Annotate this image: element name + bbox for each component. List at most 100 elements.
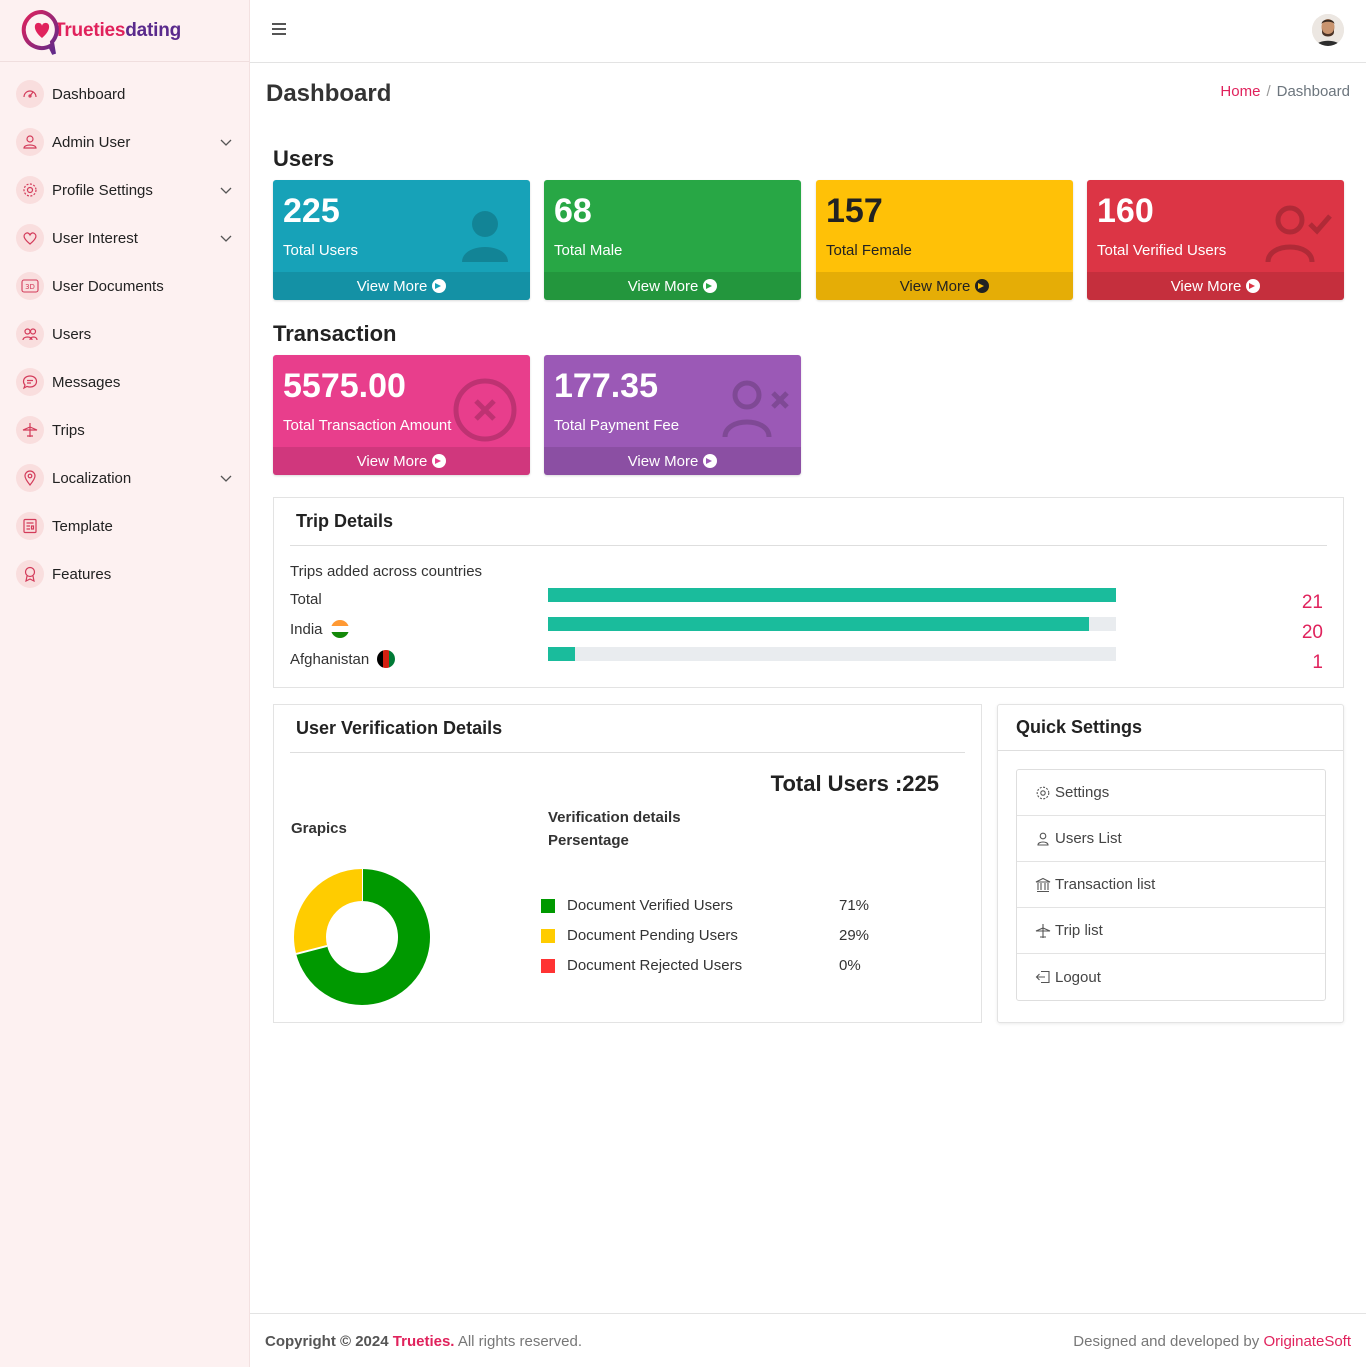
- user-x-icon: [722, 380, 789, 438]
- stat-value: 160: [1097, 192, 1154, 230]
- sidebar-item-localization[interactable]: Localization: [0, 454, 249, 502]
- donut-slice-1: [294, 869, 363, 954]
- stat-card-total-payment-fee: 177.35 Total Payment Fee View More: [544, 355, 801, 475]
- trip-details-subtitle: Trips added across countries: [290, 563, 483, 580]
- document-icon: [16, 512, 44, 540]
- legend-label: Document Rejected Users: [567, 957, 743, 974]
- stat-value: 5575.00: [283, 367, 406, 405]
- brand-name: Truetiesdating: [54, 19, 182, 41]
- transaction-section-title: Transaction: [273, 321, 397, 346]
- user-icon: [16, 128, 44, 156]
- hamburger-menu-icon[interactable]: [272, 23, 286, 39]
- india-flag-icon: [330, 620, 349, 638]
- sidebar-item-trips[interactable]: Trips: [0, 406, 249, 454]
- trip-details-card: Trip Details Trips added across countrie…: [273, 497, 1344, 688]
- sidebar-item-dashboard[interactable]: Dashboard: [0, 70, 249, 118]
- map-pin-icon: [16, 464, 44, 492]
- graphics-label: Grapics: [291, 820, 347, 837]
- avatar[interactable]: [1312, 14, 1344, 46]
- stat-label: Total Payment Fee: [554, 417, 680, 434]
- sidebar-nav: Dashboard Admin User Profile Settings Us…: [0, 62, 249, 598]
- stat-label: Total Verified Users: [1097, 242, 1227, 259]
- footer-company-link[interactable]: OriginateSoft: [1263, 1333, 1351, 1350]
- person-icon: [462, 211, 508, 262]
- stat-label: Total Transaction Amount: [283, 417, 452, 434]
- quick-settings-item-users-list[interactable]: Users List: [1017, 816, 1325, 862]
- divider: [290, 752, 965, 753]
- divider: [290, 545, 1327, 546]
- sidebar-item-profile-settings[interactable]: Profile Settings: [0, 166, 249, 214]
- stat-card-total-male: 68 Total Male View More: [544, 180, 801, 300]
- breadcrumb-current: Dashboard: [1276, 83, 1350, 100]
- view-more-verified-users-link[interactable]: View More: [1087, 272, 1344, 300]
- stat-card-total-female: 157 Total Female View More: [816, 180, 1073, 300]
- sidebar-item-label: User Documents: [52, 277, 164, 295]
- footer: Copyright © 2024 Trueties. All rights re…: [250, 1313, 1366, 1367]
- award-icon: [16, 560, 44, 588]
- sidebar-item-user-interest[interactable]: User Interest: [0, 214, 249, 262]
- divider: [998, 750, 1343, 751]
- footer-copyright: Copyright © 2024 Trueties. All rights re…: [265, 1333, 583, 1350]
- chevron-down-icon: [220, 187, 232, 194]
- arrow-circle-right-icon: [975, 279, 990, 293]
- sidebar: Truetiesdating Dashboard Admin User Prof…: [0, 0, 250, 1367]
- trip-bar-fill: [548, 647, 576, 661]
- gear-icon: [1036, 786, 1050, 799]
- view-more-total-male-link[interactable]: View More: [544, 272, 801, 300]
- stat-value: 225: [283, 192, 340, 230]
- trip-bar-fill: [548, 588, 1116, 602]
- legend-swatch: [541, 928, 555, 943]
- topbar: [250, 0, 1366, 63]
- arrow-circle-right-icon: [432, 454, 447, 468]
- view-more-payment-fee-link[interactable]: View More: [544, 447, 801, 475]
- chevron-down-icon: [220, 475, 232, 482]
- view-more-transaction-amount-link[interactable]: View More: [273, 447, 530, 475]
- arrow-circle-right-icon: [703, 454, 718, 468]
- arrow-circle-right-icon: [1246, 279, 1261, 293]
- sidebar-item-admin-user[interactable]: Admin User: [0, 118, 249, 166]
- sidebar-item-features[interactable]: Features: [0, 550, 249, 598]
- airplane-icon: [1035, 923, 1051, 938]
- quick-settings-item-settings[interactable]: Settings: [1017, 770, 1325, 816]
- sidebar-item-label: Features: [52, 565, 112, 583]
- chevron-down-icon: [220, 139, 232, 146]
- sidebar-item-label: Trips: [52, 421, 85, 439]
- stat-value: 177.35: [554, 367, 658, 405]
- trip-row-label-total: Total: [290, 591, 322, 608]
- logout-icon: [1035, 970, 1050, 984]
- quick-settings-item-transaction-list[interactable]: Transaction list: [1017, 862, 1325, 908]
- quick-settings-list: Settings Users List Transaction list Tri…: [1016, 769, 1326, 1001]
- quick-settings-item-logout[interactable]: Logout: [1017, 954, 1325, 1000]
- user-verification-title: User Verification Details: [296, 718, 503, 738]
- view-more-total-female-link[interactable]: View More: [816, 272, 1073, 300]
- arrow-circle-right-icon: [432, 279, 447, 293]
- breadcrumb-home-link[interactable]: Home: [1220, 83, 1261, 100]
- x-circle-icon: [453, 378, 517, 442]
- trip-value-total: 21: [1301, 592, 1323, 613]
- legend-percent: 71%: [839, 897, 870, 914]
- stat-card-total-users: 225 Total Users View More: [273, 180, 530, 300]
- heart-icon: [16, 224, 44, 252]
- chat-icon: [16, 368, 44, 396]
- sidebar-item-messages[interactable]: Messages: [0, 358, 249, 406]
- footer-brand-link[interactable]: Trueties.: [392, 1333, 455, 1350]
- stat-card-total-transaction-amount: 5575.00 Total Transaction Amount View Mo…: [273, 355, 530, 475]
- trip-row-label-india: India: [290, 620, 349, 638]
- user-verification-card: User Verification Details Total Users :2…: [273, 704, 982, 1023]
- quick-settings-item-trip-list[interactable]: Trip list: [1017, 908, 1325, 954]
- user-check-icon: [1265, 205, 1332, 263]
- legend-label: Document Pending Users: [567, 927, 738, 944]
- sidebar-item-label: Localization: [52, 469, 132, 487]
- sidebar-item-user-documents[interactable]: 3D User Documents: [0, 262, 249, 310]
- sidebar-item-label: Dashboard: [52, 85, 126, 103]
- sidebar-item-template[interactable]: Template: [0, 502, 249, 550]
- sidebar-item-users[interactable]: Users: [0, 310, 249, 358]
- breadcrumb: Home / Dashboard: [1220, 83, 1350, 100]
- airplane-icon: [16, 416, 44, 444]
- gear-icon: [16, 176, 44, 204]
- afghanistan-flag-icon: [377, 650, 396, 668]
- brand[interactable]: Truetiesdating: [0, 0, 249, 62]
- verification-donut-chart: [294, 869, 430, 1005]
- legend-verified: Document Verified Users 71%: [541, 897, 871, 914]
- view-more-total-users-link[interactable]: View More: [273, 272, 530, 300]
